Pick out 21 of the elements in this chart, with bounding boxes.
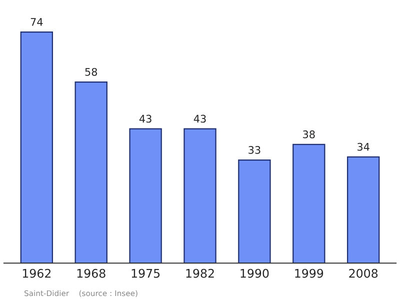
data-label: 74 (30, 18, 43, 26)
x-tick-label: 1975 (132, 268, 160, 278)
bar (74, 81, 108, 264)
data-label: 43 (194, 114, 206, 123)
bar (20, 32, 54, 264)
x-tick-label: 1990 (240, 268, 269, 278)
data-label: 33 (248, 146, 260, 154)
x-tick-label: 1982 (186, 268, 214, 278)
x-tick-label: 1962 (22, 268, 51, 278)
data-label: 43 (139, 114, 152, 123)
data-label: 58 (85, 68, 98, 76)
bar (129, 128, 162, 264)
bar (184, 128, 216, 264)
bar (346, 156, 380, 264)
data-label: 38 (303, 130, 315, 138)
bar (292, 144, 326, 264)
data-label: 34 (358, 142, 370, 151)
x-tick-label: 1999 (295, 268, 324, 278)
x-tick-label: 1968 (77, 268, 106, 278)
x-tick-label: 2008 (349, 268, 378, 278)
bar (238, 160, 271, 264)
